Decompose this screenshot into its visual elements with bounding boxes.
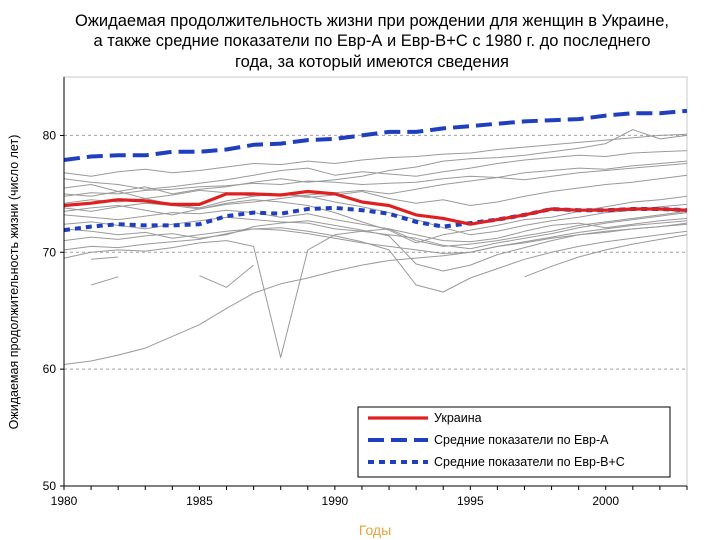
background-series-line-2 xyxy=(63,150,688,190)
background-series-line-19 xyxy=(199,264,254,288)
background-series-line-4 xyxy=(63,174,688,206)
legend-label-ukraine: Украина xyxy=(434,411,482,425)
background-series-line-18 xyxy=(91,256,119,260)
main-series xyxy=(63,108,688,233)
background-series-line-17 xyxy=(90,276,119,286)
background-series-line-15 xyxy=(63,222,688,365)
x-tick-label-1980: 1980 xyxy=(51,494,78,508)
x-tick-label-2000: 2000 xyxy=(592,494,619,508)
chart-title: Ожидаемая продолжительность жизни при ро… xyxy=(75,12,669,71)
x-tick-label-1995: 1995 xyxy=(457,494,484,508)
background-series-line-3 xyxy=(63,160,688,197)
legend: Украина Средние показатели по Евр-А Сред… xyxy=(357,406,671,478)
y-tick-label-80: 80 xyxy=(43,128,57,142)
series-line-eur-bc xyxy=(63,205,688,233)
legend-label-eur-a: Средние показатели по Евр-А xyxy=(434,433,609,447)
background-series-line-6 xyxy=(63,209,688,243)
series-line-ukraine xyxy=(63,189,688,226)
x-tick-label-1990: 1990 xyxy=(322,494,349,508)
title-line-3: года, за который имеются сведения xyxy=(235,53,509,71)
y-axis-label: Ожидаемая продолжительность жизни (число… xyxy=(7,135,21,430)
background-series-line-9 xyxy=(63,220,688,254)
background-series-line-1 xyxy=(63,129,688,195)
background-series-line-10 xyxy=(63,133,688,177)
y-tick-label-50: 50 xyxy=(43,479,57,493)
grid xyxy=(64,134,687,370)
title-line-1: Ожидаемая продолжительность жизни при ро… xyxy=(75,12,669,30)
title-line-2: а также средние показатели по Евр-А и Ев… xyxy=(93,32,650,50)
axis-ticks: 50 60 70 80 1980 1985 1990 1995 2000 xyxy=(43,128,688,508)
background-series-line-16 xyxy=(524,234,688,278)
x-tick-label-1985: 1985 xyxy=(186,494,213,508)
background-series xyxy=(63,129,688,365)
series-line-eur-a xyxy=(63,108,688,162)
legend-label-eur-bc: Средние показатели по Евр-В+С xyxy=(434,455,625,469)
y-tick-label-60: 60 xyxy=(43,362,57,376)
x-axis-label: Годы xyxy=(359,522,391,538)
background-series-line-13 xyxy=(63,210,688,358)
y-tick-label-70: 70 xyxy=(43,245,57,259)
background-series-line-12 xyxy=(63,227,688,293)
